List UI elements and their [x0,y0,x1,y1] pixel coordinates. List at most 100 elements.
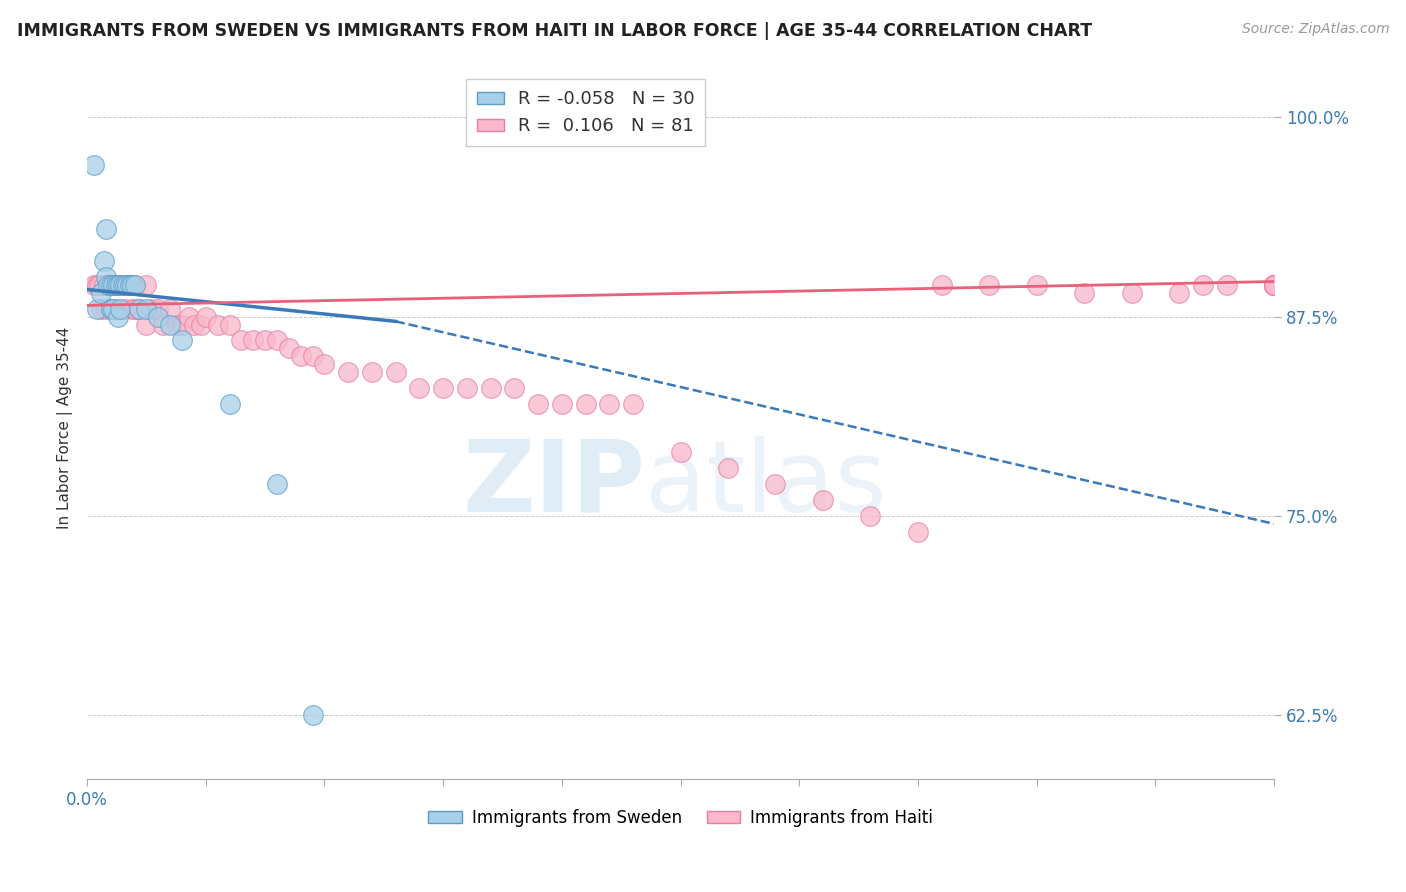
Point [94,222,117,236]
Point [117,277,139,292]
Point [101,277,124,292]
Point [101,301,124,316]
Point [90,301,112,316]
Point [1263,277,1285,292]
Point [1263,277,1285,292]
Point [128,301,150,316]
Point [717,461,740,475]
Point [170,318,193,332]
Point [93,253,115,268]
Point [124,277,146,292]
Point [183,318,205,332]
Point [148,301,170,316]
Point [301,708,323,723]
Point [104,301,127,316]
Point [148,310,170,324]
Point [314,358,336,372]
Point [111,277,134,292]
Point [384,365,406,379]
Point [979,277,1001,292]
Point [1025,277,1047,292]
Point [1121,285,1143,300]
Point [107,277,129,292]
Point [1073,285,1095,300]
Point [179,310,201,324]
Point [408,381,430,395]
Point [87,277,110,292]
Point [1263,277,1285,292]
Y-axis label: In Labor Force | Age 35-44: In Labor Force | Age 35-44 [58,327,73,529]
Point [83,277,105,292]
Point [93,277,115,292]
Point [598,397,620,411]
Point [135,301,157,316]
Text: Source: ZipAtlas.com: Source: ZipAtlas.com [1241,22,1389,37]
Point [124,277,146,292]
Point [1263,277,1285,292]
Point [107,310,129,324]
Point [100,301,122,316]
Point [100,277,122,292]
Point [859,508,882,523]
Point [141,301,163,316]
Point [1263,277,1285,292]
Point [121,277,143,292]
Point [479,381,502,395]
Point [86,301,108,316]
Point [361,365,384,379]
Point [432,381,454,395]
Legend: Immigrants from Sweden, Immigrants from Haiti: Immigrants from Sweden, Immigrants from … [422,803,939,834]
Point [94,269,117,284]
Point [811,492,834,507]
Point [574,397,596,411]
Point [266,477,288,491]
Point [110,277,132,292]
Point [114,277,136,292]
Point [170,334,193,348]
Point [94,301,117,316]
Point [118,277,141,292]
Point [765,477,787,491]
Point [114,301,136,316]
Point [100,277,122,292]
Point [118,277,141,292]
Point [1263,277,1285,292]
Point [907,524,929,539]
Point [190,318,212,332]
Point [1263,277,1285,292]
Text: ZIP: ZIP [463,436,645,533]
Point [1263,277,1285,292]
Point [931,277,953,292]
Point [254,334,277,348]
Point [503,381,526,395]
Point [1191,277,1213,292]
Point [231,334,253,348]
Point [135,318,157,332]
Point [242,334,264,348]
Point [218,397,240,411]
Point [207,318,229,332]
Point [551,397,574,411]
Point [107,277,129,292]
Point [456,381,478,395]
Point [90,285,112,300]
Point [301,350,323,364]
Point [101,277,124,292]
Point [290,350,312,364]
Point [266,334,288,348]
Point [669,445,692,459]
Point [159,318,181,332]
Point [337,365,360,379]
Point [128,301,150,316]
Point [1215,277,1237,292]
Text: IMMIGRANTS FROM SWEDEN VS IMMIGRANTS FROM HAITI IN LABOR FORCE | AGE 35-44 CORRE: IMMIGRANTS FROM SWEDEN VS IMMIGRANTS FRO… [17,22,1092,40]
Point [159,301,181,316]
Point [110,301,132,316]
Point [277,342,299,356]
Point [83,158,105,172]
Point [124,301,146,316]
Point [621,397,644,411]
Point [86,277,108,292]
Point [104,277,127,292]
Point [1263,277,1285,292]
